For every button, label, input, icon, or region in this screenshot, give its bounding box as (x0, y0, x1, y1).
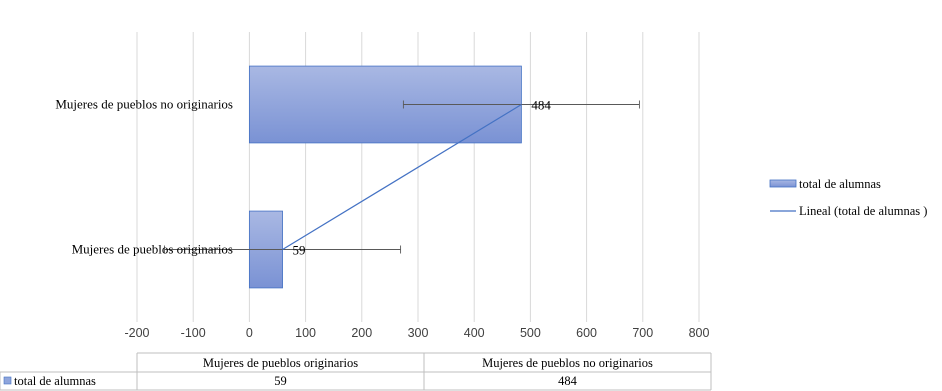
category-label: Mujeres de pueblos no originarios (55, 97, 233, 112)
x-tick-label: 200 (351, 326, 372, 340)
x-tick-label: 300 (408, 326, 429, 340)
x-tick-label: 500 (520, 326, 541, 340)
legend: total de alumnas Lineal (total de alumna… (769, 177, 927, 218)
table-cell: 59 (274, 374, 287, 388)
data-labels: 59 484 (293, 98, 552, 258)
bars (248, 65, 522, 289)
table-header: Mujeres de pueblos no originarios (482, 356, 653, 370)
x-tick-label: 800 (689, 326, 710, 340)
error-bar (164, 245, 402, 254)
data-label: 484 (531, 98, 551, 113)
x-tick-label: -200 (124, 326, 149, 340)
x-tick-label: 0 (246, 326, 253, 340)
trendline-line (282, 103, 522, 251)
x-tick-label: 600 (576, 326, 597, 340)
category-labels: Mujeres de pueblos originarios Mujeres de… (55, 97, 233, 257)
table-cell: 484 (558, 374, 578, 388)
data-table: Mujeres de pueblos originarios Mujeres de… (0, 352, 712, 391)
x-tick-labels: -200 -100 0 100 200 300 400 500 600 700 800 (124, 326, 709, 340)
table-header: Mujeres de pueblos originarios (203, 356, 358, 370)
data-label: 59 (293, 243, 306, 258)
x-tick-label: 400 (464, 326, 485, 340)
legend-label-trendline: Lineal (total de alumnas ) (799, 204, 927, 218)
x-tick-label: 100 (295, 326, 316, 340)
x-tick-label: -100 (181, 326, 206, 340)
legend-label-series: total de alumnas (799, 177, 881, 191)
trendline (282, 103, 522, 251)
legend-swatch-series (769, 179, 797, 188)
x-tick-label: 700 (632, 326, 653, 340)
category-label: Mujeres de pueblos originarios (72, 242, 233, 257)
table-legend-key (3, 376, 12, 385)
table-row-label: total de alumnas (14, 374, 96, 388)
